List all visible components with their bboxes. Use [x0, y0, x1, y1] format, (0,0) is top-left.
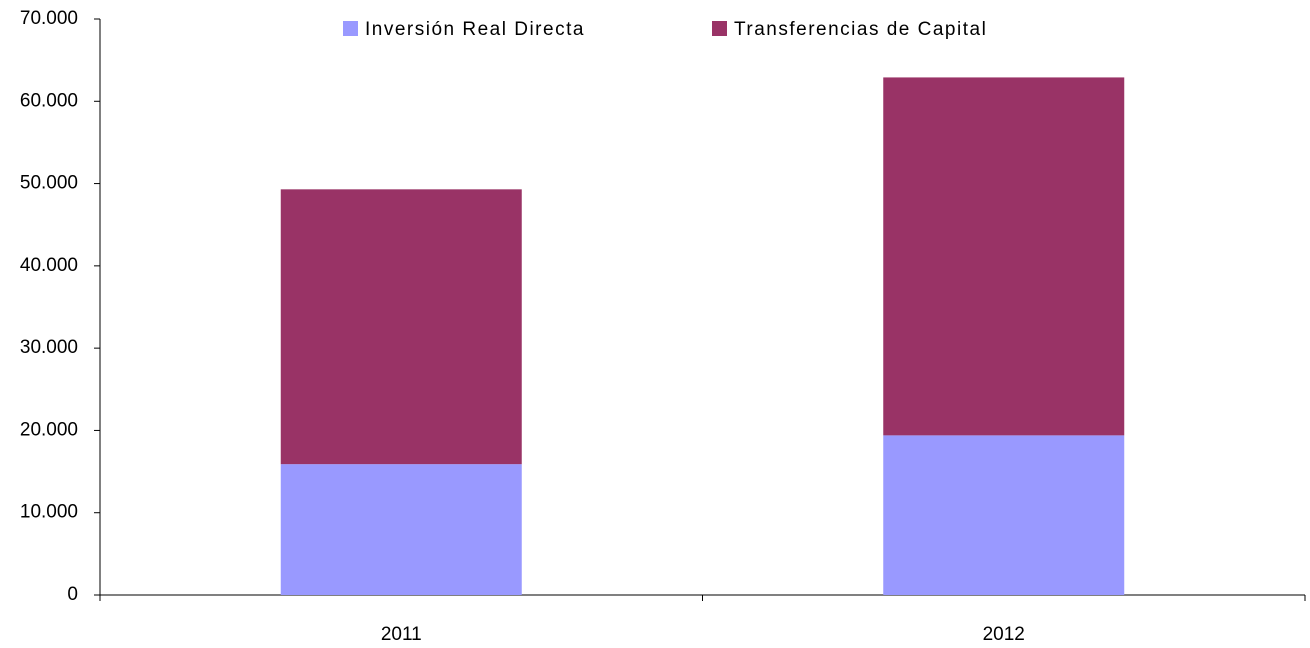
- bar-segment: [883, 435, 1125, 595]
- y-tick-label: 60.000: [20, 90, 78, 111]
- bar-segment: [883, 77, 1125, 436]
- y-tick-label: 30.000: [20, 337, 78, 358]
- legend-label: Transferencias de Capital: [734, 19, 987, 40]
- bar-segment: [280, 189, 522, 465]
- bar-segment: [280, 464, 522, 595]
- y-tick-label: 70.000: [20, 8, 78, 29]
- y-tick-label: 20.000: [20, 419, 78, 440]
- legend-swatch: [343, 21, 358, 36]
- legend-swatch: [712, 21, 727, 36]
- y-tick-label: 0: [67, 584, 78, 605]
- y-tick-label: 10.000: [20, 502, 78, 523]
- x-tick-label: 2012: [983, 624, 1025, 645]
- y-tick-label: 50.000: [20, 173, 78, 194]
- x-tick-label: 2011: [381, 624, 422, 645]
- y-tick-label: 40.000: [20, 255, 78, 276]
- legend-label: Inversión Real Directa: [365, 19, 585, 40]
